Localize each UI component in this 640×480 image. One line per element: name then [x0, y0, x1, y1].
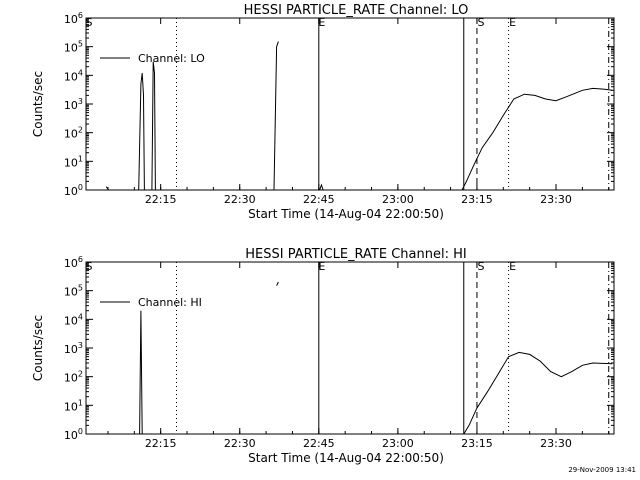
- panel-1-x-tick-label: 23:15: [461, 193, 493, 206]
- footer-timestamp: 29-Nov-2009 13:41: [568, 466, 636, 474]
- panel-1-x-tick-label: 22:45: [303, 193, 335, 206]
- panel-2-series-line: [139, 310, 143, 435]
- panel-1-marker-label: S: [477, 16, 484, 29]
- panel-1-ylabel: Counts/sec: [31, 71, 45, 137]
- panel-2-x-tick-label: 22:45: [303, 437, 335, 450]
- panel-2-y-tick-label: 104: [64, 312, 83, 327]
- panel-2-x-tick-label: 23:15: [461, 437, 493, 450]
- panel-2-frame: [85, 261, 615, 435]
- panel-1-x-tick-label: 23:00: [382, 193, 414, 206]
- panel-2-x-tick-label: 23:30: [540, 437, 572, 450]
- panel-2-ylabel: Counts/sec: [31, 315, 45, 381]
- panel-1-y-tick-label: 101: [64, 154, 83, 169]
- panel-1-xlabel: Start Time (14-Aug-04 22:00:50): [248, 207, 444, 221]
- panel-1-series-line: [319, 183, 324, 191]
- panel-2-series-line: [463, 351, 613, 435]
- panel-1-x-tick-label: 22:30: [224, 193, 256, 206]
- panel-1-series-line: [151, 61, 156, 191]
- panel-2-x-tick-label: 22:30: [224, 437, 256, 450]
- panel-2: HESSI PARTICLE_RATE Channel: HI 22:15 22:3…: [31, 247, 615, 465]
- panel-1-edge-label: E: [318, 16, 325, 29]
- panel-1-y-tick-label: 103: [64, 97, 83, 112]
- panel-1-y-tick-label: 104: [64, 68, 83, 83]
- panel-1-edge-label: S: [86, 16, 93, 29]
- panel-1-series-line: [138, 73, 145, 191]
- panel-2-y-tick-label: 105: [64, 284, 83, 299]
- panel-2-xlabel: Start Time (14-Aug-04 22:00:50): [248, 451, 444, 465]
- panel-1-legend-label: Channel: LO: [138, 52, 205, 65]
- panel-1-series-line: [461, 87, 613, 191]
- panel-2-series-line: [276, 281, 279, 286]
- panel-1-y-tick-label: 105: [64, 40, 83, 55]
- panel-2-x-tick-label: 22:15: [145, 437, 177, 450]
- panel-1: HESSI PARTICLE_RATE Channel: LO 22:15 22:3…: [31, 3, 615, 221]
- panel-2-marker-label: E: [509, 260, 516, 273]
- panel-2-y-tick-label: 102: [64, 370, 83, 385]
- panel-1-x-tick-label: 22:15: [145, 193, 177, 206]
- panel-1-y-tick-label: 106: [64, 11, 83, 26]
- panel-1-title: HESSI PARTICLE_RATE Channel: LO: [244, 3, 469, 18]
- panel-2-legend-label: Channel: HI: [138, 296, 202, 309]
- panel-2-x-tick-label: 23:00: [382, 437, 414, 450]
- panel-2-title: HESSI PARTICLE_RATE Channel: HI: [245, 247, 466, 262]
- panel-2-edge-label: S: [86, 260, 93, 273]
- panel-1-series-line: [105, 186, 110, 191]
- panel-2-y-tick-label: 103: [64, 341, 83, 356]
- panel-1-frame: [85, 17, 615, 191]
- panel-2-edge-label: E: [318, 260, 325, 273]
- panel-2-y-tick-label: 101: [64, 398, 83, 413]
- panel-1-x-tick-label: 23:30: [540, 193, 572, 206]
- panel-2-marker-label: S: [477, 260, 484, 273]
- panel-1-y-tick-label: 102: [64, 126, 83, 141]
- panel-2-y-tick-label: 106: [64, 255, 83, 270]
- panel-1-y-tick-label: 100: [64, 183, 83, 198]
- panel-1-marker-label: E: [509, 16, 516, 29]
- panel-2-y-tick-label: 100: [64, 427, 83, 442]
- panel-1-series-line: [273, 41, 279, 191]
